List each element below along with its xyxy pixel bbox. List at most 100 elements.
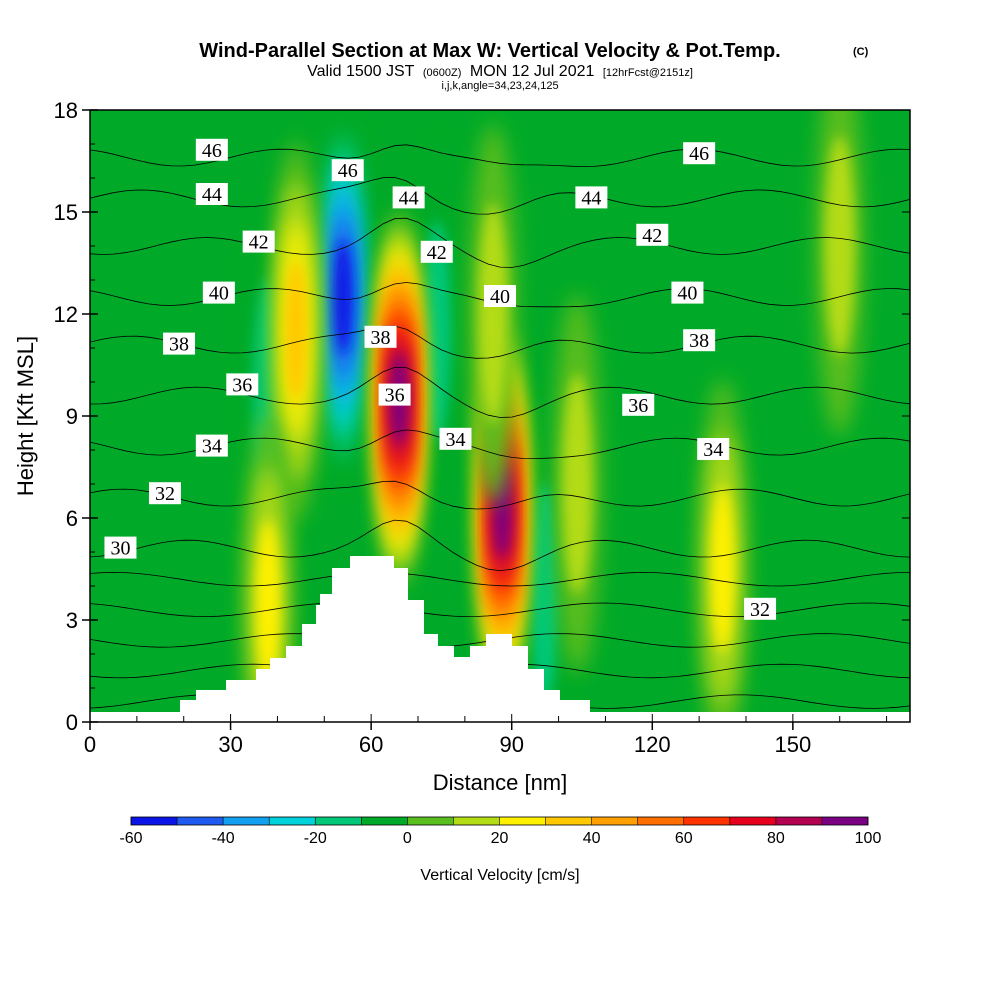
contour-label: 34 bbox=[697, 438, 730, 461]
velocity-band bbox=[529, 482, 560, 703]
contour-label-box bbox=[195, 183, 228, 205]
contour-label-text: 34 bbox=[445, 429, 465, 451]
velocity-cell-12 bbox=[815, 110, 864, 436]
colorbar-swatch bbox=[269, 817, 316, 825]
velocity-cell-11 bbox=[244, 413, 293, 722]
contour-label: 38 bbox=[364, 325, 397, 349]
contour-label: 40 bbox=[484, 285, 516, 308]
chart-title: Wind-Parallel Section at Max W: Vertical… bbox=[199, 40, 780, 62]
contour-label-text: 36 bbox=[232, 374, 252, 396]
contour-label-box bbox=[364, 325, 397, 348]
contour-label-box bbox=[202, 281, 235, 304]
x-tick-label: 0 bbox=[84, 732, 96, 757]
colorbar-tick-label: 20 bbox=[491, 830, 509, 847]
velocity-cell-9 bbox=[553, 294, 602, 674]
colorbar-swatch bbox=[177, 817, 224, 825]
x-tick-label: 60 bbox=[359, 732, 383, 757]
velocity-band bbox=[562, 374, 593, 594]
velocity-cell-7 bbox=[272, 141, 321, 521]
colorbar-swatch bbox=[361, 817, 408, 825]
y-tick-label: 6 bbox=[66, 506, 78, 531]
contour-label-text: 40 bbox=[490, 286, 510, 308]
contour-label-text: 30 bbox=[110, 538, 130, 560]
colorbar-swatch bbox=[775, 817, 822, 825]
colorbar-swatch bbox=[453, 817, 500, 825]
colorbar-tick-label: 0 bbox=[403, 830, 412, 847]
subtitle-date: MON 12 Jul 2021 bbox=[470, 63, 595, 80]
contour-label-box bbox=[683, 329, 716, 352]
vertical-velocity-field bbox=[244, 110, 864, 722]
x-axis-title: Distance [nm] bbox=[433, 770, 568, 795]
contour-label: 38 bbox=[163, 332, 196, 356]
theta-contour-32 bbox=[90, 480, 910, 510]
theta-contour-42 bbox=[90, 217, 910, 268]
colorbar-swatch bbox=[223, 817, 270, 825]
contour-label-text: 42 bbox=[249, 232, 269, 254]
chart-indices: i,j,k,angle=34,23,24,125 bbox=[441, 80, 558, 92]
plot-area: 46 46 46 44 44 44 42 42 42 40 40 40 38 38 38 36 36 36 34 34… bbox=[89, 109, 911, 723]
contour-label: 32 bbox=[744, 597, 777, 621]
contour-label: 44 bbox=[195, 183, 228, 206]
contour-labels: 46 46 46 44 44 44 42 42 42 40 40 40 38 38 38 36 36 36 34 34… bbox=[104, 138, 777, 621]
x-tick-label: 150 bbox=[774, 732, 811, 757]
colorbar-swatch bbox=[131, 817, 178, 825]
velocity-band bbox=[285, 261, 307, 401]
x-tick-label: 30 bbox=[218, 732, 242, 757]
contour-label: 46 bbox=[331, 159, 364, 182]
contour-label: 36 bbox=[622, 393, 655, 417]
contour-label-box bbox=[671, 281, 704, 304]
colorbar-swatch bbox=[729, 817, 776, 825]
x-axis: 0 30 60 90 120 150 bbox=[84, 714, 888, 757]
theta-contour-44 bbox=[90, 176, 910, 215]
colorbar-swatch bbox=[315, 817, 362, 825]
colorbar-tick-label: 60 bbox=[675, 830, 693, 847]
chart-subtitle: Valid 1500 JST (0600Z) MON 12 Jul 2021 [… bbox=[307, 63, 693, 80]
colorbar-swatch bbox=[591, 817, 638, 825]
colorbar-tick-label: 100 bbox=[855, 830, 882, 847]
colorbar-tick-label: -20 bbox=[304, 830, 327, 847]
contour-label: 42 bbox=[636, 223, 669, 247]
y-tick-label: 12 bbox=[54, 302, 78, 327]
contour-label-text: 46 bbox=[202, 140, 222, 162]
subtitle-zulu: (0600Z) bbox=[423, 67, 462, 79]
colorbar-title: Vertical Velocity [cm/s] bbox=[420, 867, 579, 884]
colorbar-swatch bbox=[637, 817, 684, 825]
velocity-cell-10 bbox=[698, 379, 747, 722]
contour-label-box bbox=[697, 438, 730, 460]
theta-contour-30 bbox=[90, 519, 910, 572]
y-tick-label: 0 bbox=[66, 710, 78, 735]
velocity-band bbox=[710, 485, 735, 653]
contour-label-box bbox=[331, 159, 364, 182]
contour-label-text: 46 bbox=[338, 160, 358, 182]
y-tick-label: 15 bbox=[54, 200, 78, 225]
contour-label-box bbox=[226, 373, 259, 396]
chart-title-mark: (C) bbox=[853, 46, 869, 58]
contour-label-text: 44 bbox=[399, 187, 419, 209]
contour-label-text: 36 bbox=[385, 385, 405, 407]
velocity-band bbox=[477, 204, 508, 424]
colorbar-tick-label: -40 bbox=[212, 830, 235, 847]
contour-label: 36 bbox=[226, 373, 259, 396]
contour-label-box bbox=[195, 138, 228, 161]
contour-label: 40 bbox=[671, 281, 704, 305]
contour-label: 44 bbox=[575, 186, 608, 209]
subtitle-forecast: [12hrFcst@2151z] bbox=[603, 67, 693, 79]
contour-label-box bbox=[163, 332, 196, 355]
contour-label: 40 bbox=[202, 281, 235, 305]
contour-label-box bbox=[148, 482, 181, 505]
contour-label-box bbox=[575, 186, 608, 209]
contour-label-text: 40 bbox=[677, 283, 697, 305]
colorbar-tick-label: 40 bbox=[583, 830, 601, 847]
contour-label: 46 bbox=[195, 138, 228, 162]
theta-contour-low bbox=[90, 571, 910, 587]
contour-label: 42 bbox=[420, 240, 453, 264]
x-tick-label: 90 bbox=[499, 732, 523, 757]
contour-label-text: 46 bbox=[689, 143, 709, 165]
contour-label: 36 bbox=[378, 383, 411, 407]
x-tick-label: 120 bbox=[634, 732, 671, 757]
contour-label-box bbox=[195, 434, 228, 457]
y-tick-label: 18 bbox=[54, 98, 78, 123]
contour-label: 42 bbox=[242, 230, 275, 254]
contour-label-box bbox=[378, 383, 411, 406]
contour-label: 32 bbox=[148, 482, 181, 505]
